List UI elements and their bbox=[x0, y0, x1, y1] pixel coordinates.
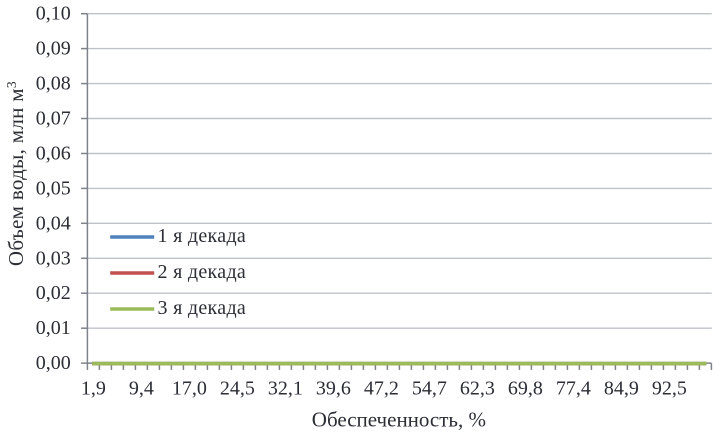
svg-text:0,00: 0,00 bbox=[36, 352, 71, 374]
svg-text:77,4: 77,4 bbox=[556, 377, 591, 399]
svg-text:54,7: 54,7 bbox=[412, 377, 447, 399]
svg-text:39,6: 39,6 bbox=[316, 377, 351, 399]
svg-text:47,2: 47,2 bbox=[364, 377, 399, 399]
svg-text:2 я декада: 2 я декада bbox=[158, 261, 247, 283]
svg-text:0,05: 0,05 bbox=[36, 177, 71, 199]
svg-text:24,5: 24,5 bbox=[220, 377, 255, 399]
svg-text:3 я декада: 3 я декада bbox=[158, 297, 247, 319]
svg-text:69,8: 69,8 bbox=[508, 377, 543, 399]
svg-text:32,1: 32,1 bbox=[268, 377, 303, 399]
svg-text:0,04: 0,04 bbox=[36, 212, 71, 234]
svg-text:0,10: 0,10 bbox=[36, 3, 71, 25]
svg-text:92,5: 92,5 bbox=[652, 377, 687, 399]
svg-text:0,02: 0,02 bbox=[36, 282, 71, 304]
svg-text:9,4: 9,4 bbox=[129, 377, 154, 399]
svg-text:Объем воды, млн м3: Объем воды, млн м3 bbox=[4, 81, 28, 266]
svg-text:0,07: 0,07 bbox=[36, 108, 71, 130]
svg-text:0,06: 0,06 bbox=[36, 143, 71, 165]
svg-text:0,08: 0,08 bbox=[36, 73, 71, 95]
svg-text:Обеспеченность, %: Обеспеченность, % bbox=[312, 408, 486, 432]
svg-text:17,0: 17,0 bbox=[172, 377, 207, 399]
svg-text:0,09: 0,09 bbox=[36, 38, 71, 60]
svg-text:1,9: 1,9 bbox=[81, 377, 106, 399]
svg-text:84,9: 84,9 bbox=[604, 377, 639, 399]
svg-text:0,01: 0,01 bbox=[36, 317, 71, 339]
svg-text:0,03: 0,03 bbox=[36, 247, 71, 269]
svg-text:62,3: 62,3 bbox=[460, 377, 495, 399]
svg-text:1 я декада: 1 я декада bbox=[158, 225, 247, 247]
